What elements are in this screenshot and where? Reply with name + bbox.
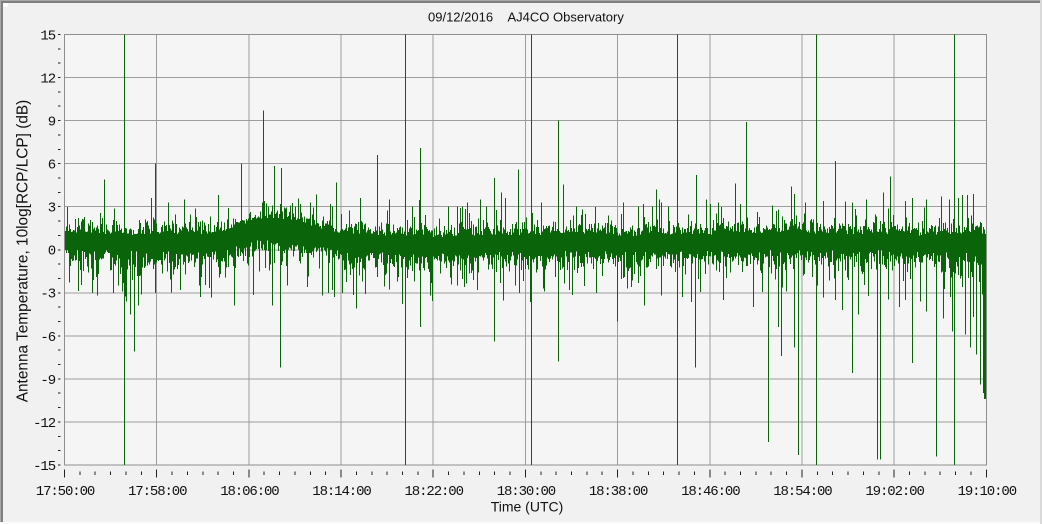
- svg-text:12: 12: [40, 72, 55, 88]
- svg-text:-15: -15: [33, 459, 56, 475]
- svg-text:18:14:00: 18:14:00: [312, 484, 371, 500]
- svg-text:6: 6: [48, 158, 56, 174]
- svg-text:18:46:00: 18:46:00: [681, 484, 740, 500]
- svg-text:19:02:00: 19:02:00: [865, 484, 924, 500]
- svg-text:18:06:00: 18:06:00: [220, 484, 279, 500]
- svg-text:AJ4CO Observatory: AJ4CO Observatory: [508, 10, 625, 25]
- svg-text:-6: -6: [40, 330, 55, 346]
- svg-text:9: 9: [48, 115, 56, 131]
- svg-text:19:10:00: 19:10:00: [958, 484, 1017, 500]
- svg-text:17:50:00: 17:50:00: [36, 484, 95, 500]
- svg-text:3: 3: [48, 201, 56, 217]
- svg-text:18:38:00: 18:38:00: [589, 484, 648, 500]
- svg-text:15: 15: [40, 28, 55, 44]
- svg-text:-9: -9: [40, 373, 55, 389]
- svg-text:17:58:00: 17:58:00: [128, 484, 187, 500]
- svg-text:18:30:00: 18:30:00: [497, 484, 556, 500]
- svg-text:-12: -12: [33, 416, 56, 432]
- svg-text:-3: -3: [40, 287, 55, 303]
- svg-text:Antenna Temperature, 10log[RCP: Antenna Temperature, 10log[RCP/LCP] (dB): [15, 100, 32, 403]
- svg-text:Time (UTC): Time (UTC): [491, 499, 564, 515]
- svg-text:09/12/2016: 09/12/2016: [428, 10, 493, 25]
- svg-text:18:54:00: 18:54:00: [773, 484, 832, 500]
- svg-text:0: 0: [48, 244, 56, 260]
- svg-text:18:22:00: 18:22:00: [404, 484, 463, 500]
